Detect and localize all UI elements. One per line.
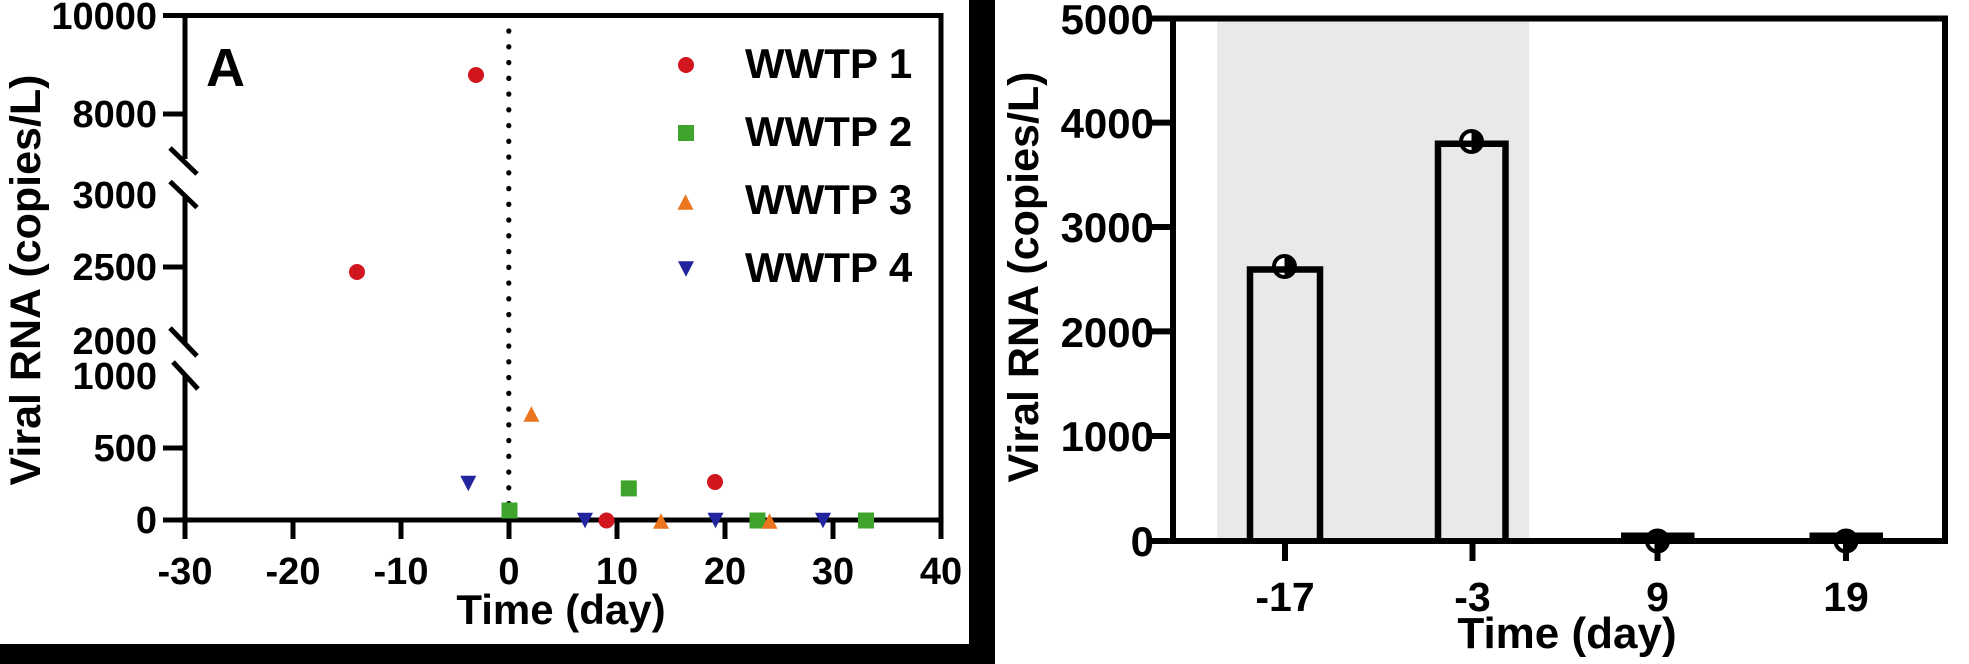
svg-text:2500: 2500 bbox=[72, 247, 157, 289]
svg-text:3000: 3000 bbox=[72, 175, 157, 217]
svg-text:-17: -17 bbox=[1255, 574, 1314, 620]
svg-text:0: 0 bbox=[136, 500, 157, 542]
svg-text:4000: 4000 bbox=[1061, 100, 1154, 147]
svg-text:500: 500 bbox=[94, 428, 157, 470]
svg-text:40: 40 bbox=[920, 551, 962, 593]
svg-text:20: 20 bbox=[704, 551, 746, 593]
svg-text:1000: 1000 bbox=[72, 356, 157, 398]
svg-text:Time (day): Time (day) bbox=[456, 586, 665, 633]
svg-text:WWTP 1: WWTP 1 bbox=[745, 40, 912, 87]
svg-text:WWTP 2: WWTP 2 bbox=[745, 108, 912, 155]
svg-text:WWTP 4: WWTP 4 bbox=[745, 244, 913, 291]
svg-text:10000: 10000 bbox=[51, 0, 157, 38]
svg-text:-20: -20 bbox=[266, 551, 321, 593]
svg-text:30: 30 bbox=[812, 551, 854, 593]
svg-text:1000: 1000 bbox=[1061, 413, 1154, 460]
svg-text:-10: -10 bbox=[374, 551, 429, 593]
svg-text:9: 9 bbox=[1646, 574, 1669, 620]
svg-text:Time (day): Time (day) bbox=[1457, 609, 1676, 658]
svg-text:WWTP 3: WWTP 3 bbox=[745, 176, 912, 223]
svg-text:A: A bbox=[206, 38, 245, 98]
svg-text:0: 0 bbox=[498, 551, 519, 593]
svg-text:-3: -3 bbox=[1454, 574, 1490, 620]
svg-text:8000: 8000 bbox=[72, 94, 157, 136]
svg-text:19: 19 bbox=[1823, 574, 1869, 620]
svg-text:Viral RNA (copies/L): Viral RNA (copies/L) bbox=[1000, 72, 1048, 483]
svg-text:Viral RNA (copies/L): Viral RNA (copies/L) bbox=[2, 75, 50, 486]
svg-text:3000: 3000 bbox=[1061, 204, 1154, 251]
svg-text:10: 10 bbox=[596, 551, 638, 593]
svg-text:-30: -30 bbox=[158, 551, 213, 593]
svg-text:0: 0 bbox=[1131, 518, 1154, 565]
svg-text:5000: 5000 bbox=[1061, 0, 1154, 43]
svg-text:2000: 2000 bbox=[72, 321, 157, 363]
svg-text:2000: 2000 bbox=[1061, 309, 1154, 356]
